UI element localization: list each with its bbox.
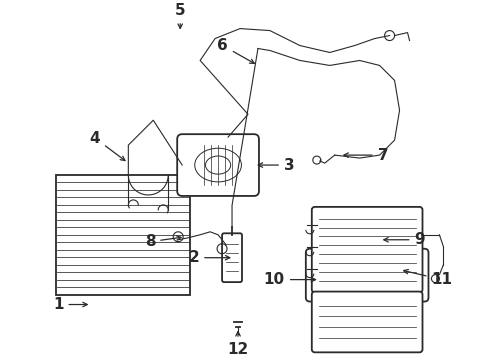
Text: 9: 9 (384, 232, 425, 247)
Text: 4: 4 (90, 131, 125, 161)
FancyBboxPatch shape (177, 134, 259, 196)
Text: 11: 11 (404, 270, 452, 287)
Text: 5: 5 (175, 3, 186, 28)
Text: 2: 2 (188, 250, 230, 265)
Text: 12: 12 (227, 332, 248, 357)
FancyBboxPatch shape (306, 249, 428, 302)
Text: 8: 8 (145, 234, 181, 249)
Text: 1: 1 (53, 297, 87, 312)
Text: 6: 6 (217, 38, 254, 63)
FancyBboxPatch shape (222, 233, 242, 282)
Bar (55, 175, 190, 294)
Text: 7: 7 (344, 148, 388, 163)
Text: 3: 3 (258, 158, 294, 172)
Text: 10: 10 (264, 272, 316, 287)
FancyBboxPatch shape (312, 292, 422, 352)
FancyBboxPatch shape (312, 207, 422, 293)
